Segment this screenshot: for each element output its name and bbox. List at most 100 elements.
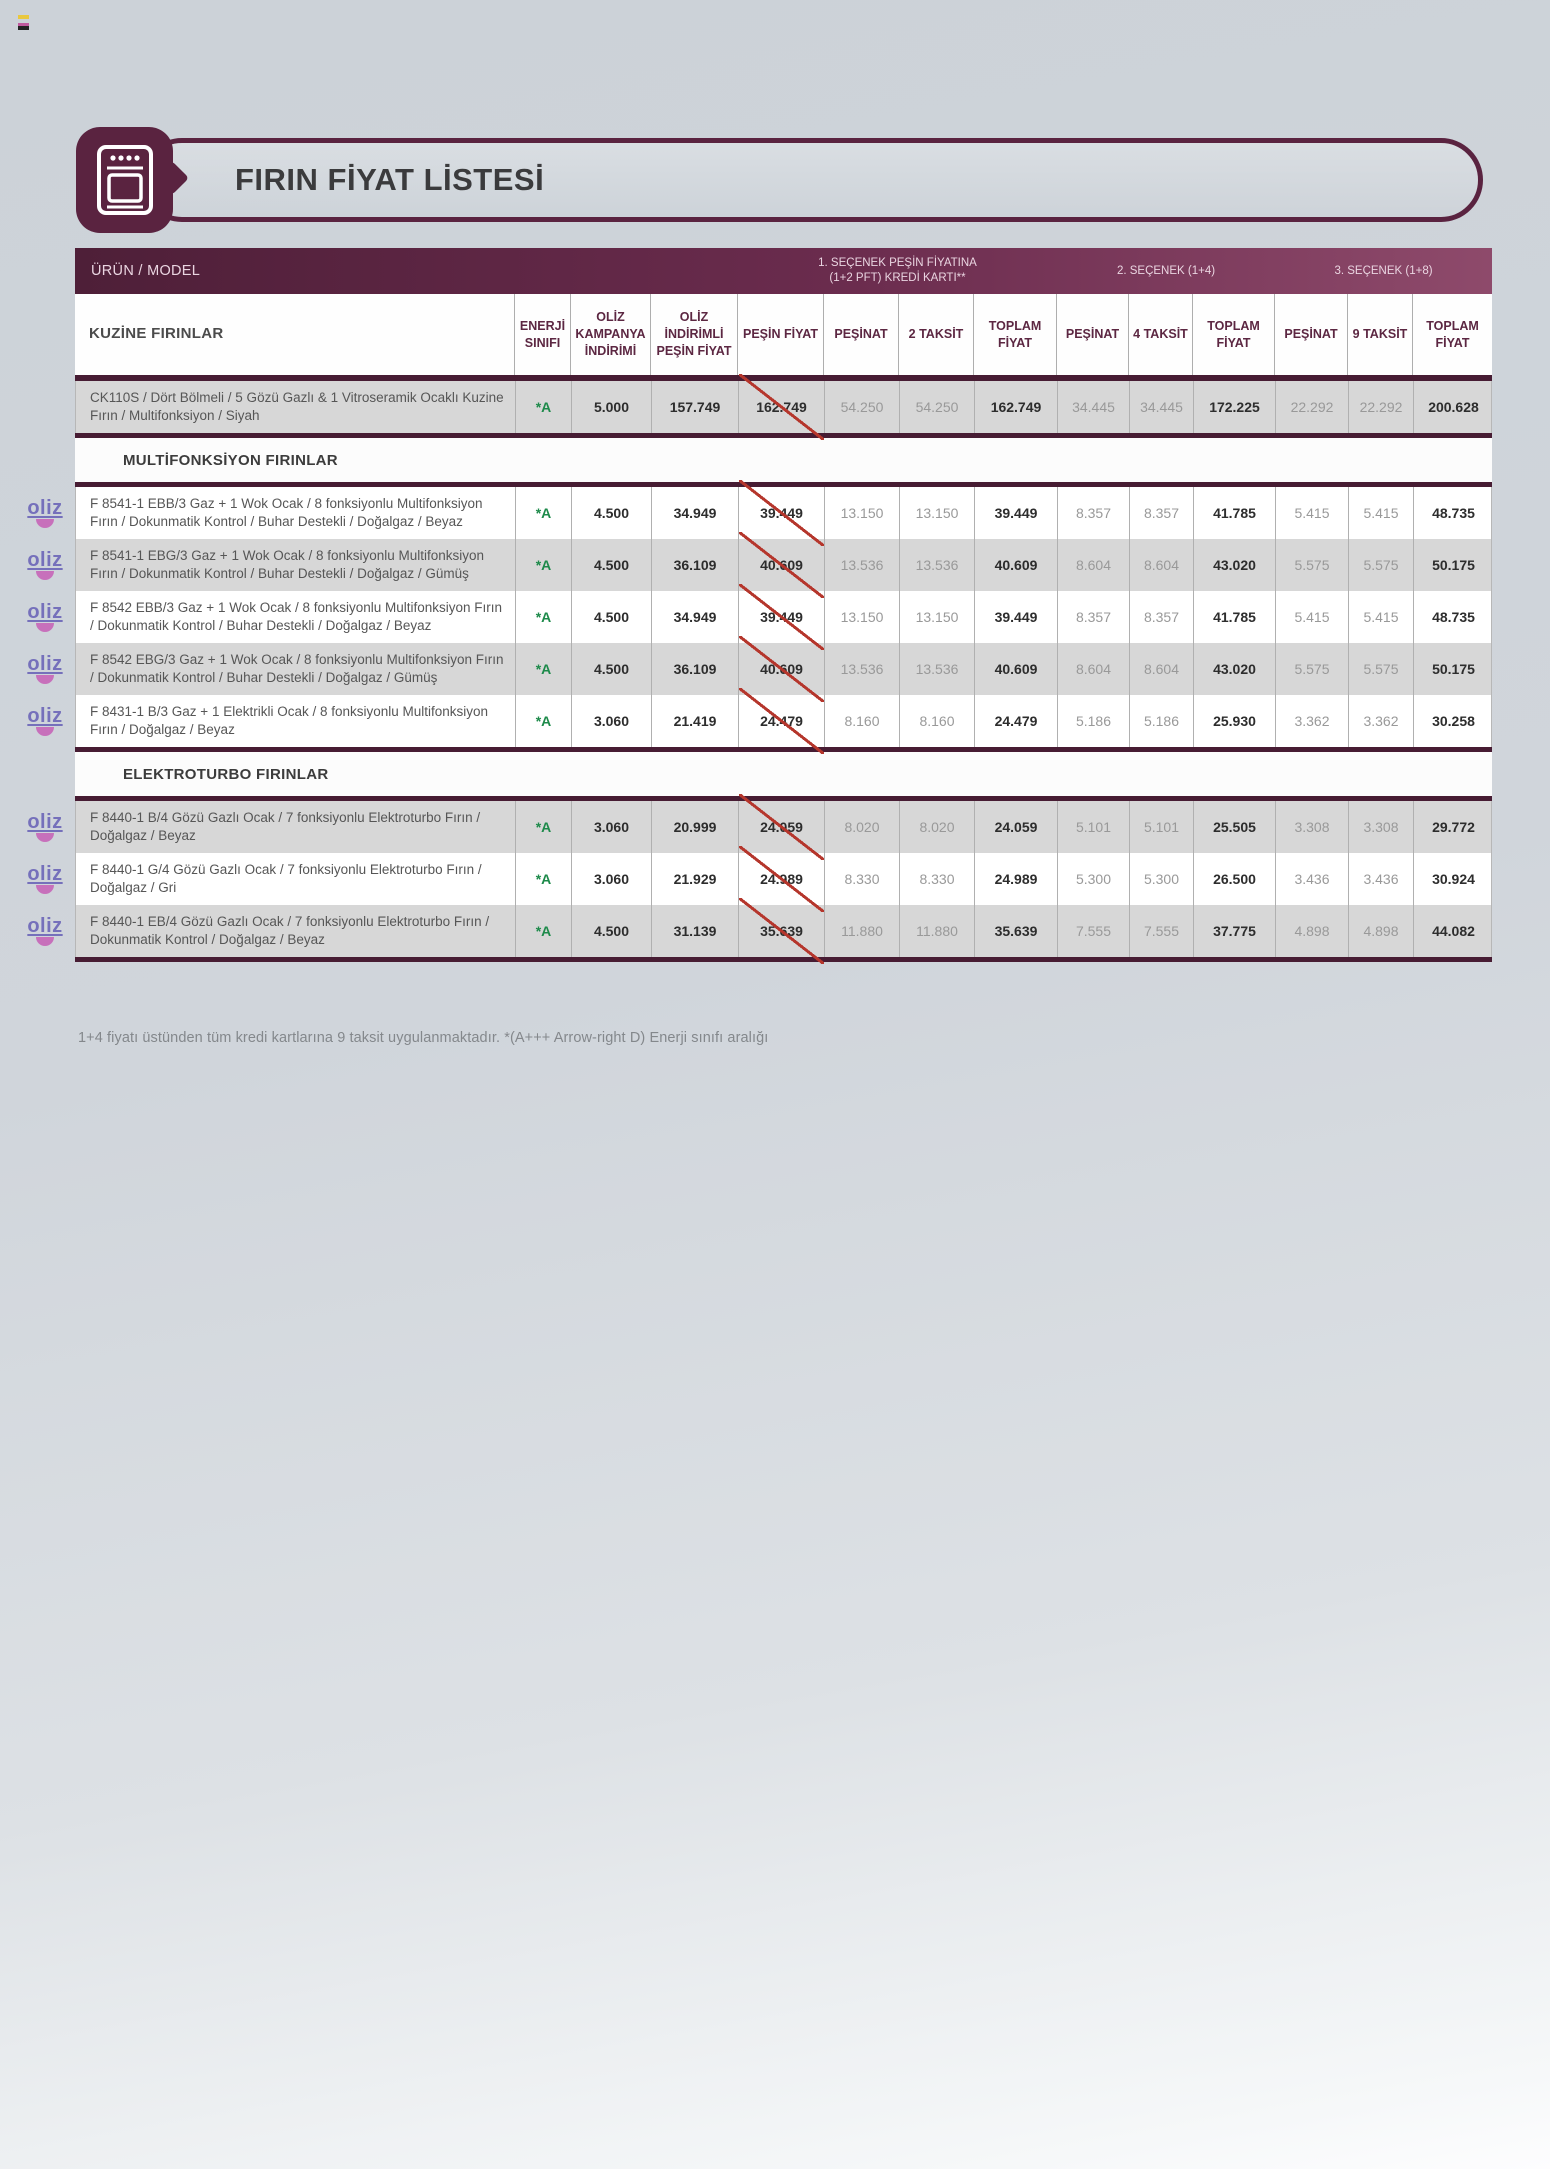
cell-price: 8.160	[900, 695, 975, 747]
cell-price: 35.639	[975, 905, 1058, 957]
cell-price: 50.175	[1432, 557, 1475, 573]
cell-price: 8.357	[1058, 487, 1130, 539]
cell-price: 20.999	[652, 801, 739, 853]
cell-price: 8.020	[825, 801, 900, 853]
cell-price: 5.101	[1058, 801, 1130, 853]
cell-price: 4.500	[572, 591, 652, 643]
cell-price: 34.949	[652, 591, 739, 643]
table-row: oliz F 8541-1 EBB/3 Gaz + 1 Wok Ocak / 8 …	[27, 480, 1492, 546]
cell-price: 172.225	[1194, 381, 1276, 433]
cell-price: 8.020	[900, 801, 975, 853]
cell-price: 13.536	[900, 539, 975, 591]
cell-price: 5.575	[1349, 643, 1414, 695]
cell-price: 41.785	[1194, 591, 1276, 643]
oliz-logo-smile	[36, 623, 54, 632]
oliz-logo: oliz	[20, 864, 70, 894]
cell-price: 8.357	[1130, 487, 1194, 539]
model-text: F 8542 EBB/3 Gaz + 1 Wok Ocak / 8 fonksi…	[90, 600, 503, 633]
column-header: 2 TAKSİT	[899, 294, 974, 375]
oliz-logo: oliz	[20, 550, 70, 580]
cell-price: 3.362	[1276, 695, 1349, 747]
mark-stripe-yellow	[18, 15, 29, 19]
cell-price: 8.330	[825, 853, 900, 905]
oliz-logo-smile	[36, 519, 54, 528]
oliz-logo: oliz	[20, 654, 70, 684]
cell-energy-class: *A	[516, 539, 572, 591]
cell-pesin-fiyat-struck: 39.449	[739, 584, 825, 650]
option1-line2: (1+2 PFT) KREDİ KARTI**	[829, 272, 966, 284]
cell-price: 21.929	[652, 853, 739, 905]
column-header: PEŞİNAT	[824, 294, 899, 375]
cell-price: 5.415	[1276, 487, 1349, 539]
cell-price: 4.500	[572, 487, 652, 539]
urun-model-label: ÜRÜN / MODEL	[91, 263, 201, 279]
cell-energy-class: *A	[516, 801, 572, 853]
oliz-logo: oliz	[20, 498, 70, 528]
cell-price: 48.735	[1432, 505, 1475, 521]
cell-price: 5.415	[1349, 591, 1414, 643]
column-header: TOPLAM FİYAT	[1426, 318, 1479, 350]
cell-price: 50.175	[1432, 661, 1475, 677]
oliz-logo-smile	[36, 937, 54, 946]
oliz-logo-text: oliz	[27, 549, 63, 571]
cell-price: 8.604	[1130, 643, 1194, 695]
oven-icon-glyph	[96, 145, 153, 215]
cell-price: 5.186	[1058, 695, 1130, 747]
column-header: ENERJİ SINIFI	[515, 294, 571, 375]
cell-price: 34.445	[1058, 381, 1130, 433]
cell-price: 11.880	[900, 905, 975, 957]
cell-energy-class: *A	[516, 591, 572, 643]
oliz-logo-text: oliz	[27, 811, 63, 833]
cell-price: 3.436	[1276, 853, 1349, 905]
cell-price: 4.500	[572, 643, 652, 695]
table-row: oliz F 8542 EBG/3 Gaz + 1 Wok Ocak / 8 fo…	[27, 636, 1492, 702]
oliz-logo-text: oliz	[27, 705, 63, 727]
model-text: F 8440-1 G/4 Gözü Gazlı Ocak / 7 fonksiy…	[90, 862, 482, 895]
cell-pesin-fiyat-struck: 40.609	[739, 636, 825, 702]
cell-price: 4.898	[1276, 905, 1349, 957]
mark-stripe-black	[18, 26, 29, 30]
cell-price: 3.362	[1349, 695, 1414, 747]
oliz-logo-text: oliz	[27, 915, 63, 937]
cell-model: oliz F 8440-1 G/4 Gözü Gazlı Ocak / 7 fon…	[27, 853, 516, 905]
cell-price: 36.109	[652, 643, 739, 695]
oliz-logo: oliz	[20, 812, 70, 842]
cell-price: 26.500	[1194, 853, 1276, 905]
cell-price: 7.555	[1058, 905, 1130, 957]
table-row: oliz F 8440-1 B/4 Gözü Gazlı Ocak / 7 fon…	[27, 794, 1492, 860]
price-table: ÜRÜN / MODEL 1. SEÇENEK PEŞİN FİYATINA (…	[27, 248, 1492, 964]
column-header: 9 TAKSİT	[1348, 294, 1413, 375]
cell-pesin-fiyat-struck: 24.989	[739, 846, 825, 912]
cell-price: 37.775	[1194, 905, 1276, 957]
cell-price: 44.082	[1432, 923, 1475, 939]
oliz-logo: oliz	[20, 916, 70, 946]
cell-model: oliz F 8440-1 B/4 Gözü Gazlı Ocak / 7 fon…	[27, 801, 516, 853]
section-header: MULTİFONKSİYON FIRINLAR	[75, 433, 1492, 487]
title-banner	[140, 138, 1483, 222]
cell-price: 41.785	[1194, 487, 1276, 539]
cell-pesin-fiyat-struck: 162.749	[739, 374, 825, 440]
cell-price: 5.186	[1130, 695, 1194, 747]
cell-price: 30.924	[1432, 871, 1475, 887]
cell-price: 24.479	[975, 695, 1058, 747]
cell-price: 25.505	[1194, 801, 1276, 853]
cell-price: 13.150	[825, 591, 900, 643]
cell-price: 3.060	[572, 695, 652, 747]
oliz-logo-smile	[36, 675, 54, 684]
cell-price: 11.880	[825, 905, 900, 957]
cell-price: 5.575	[1349, 539, 1414, 591]
cell-price: 54.250	[825, 381, 900, 433]
cell-price: 3.308	[1349, 801, 1414, 853]
cell-price: 3.060	[572, 853, 652, 905]
cell-pesin-fiyat-struck: 24.059	[739, 794, 825, 860]
cell-price: 39.449	[975, 591, 1058, 643]
column-header: PEŞİN FİYAT	[738, 294, 824, 375]
cell-price: 29.772	[1432, 819, 1475, 835]
cell-price: 54.250	[900, 381, 975, 433]
cell-pesin-fiyat-struck: 40.609	[739, 532, 825, 598]
page-title: FIRIN FİYAT LİSTESİ	[235, 162, 545, 197]
cell-price: 5.575	[1276, 643, 1349, 695]
cell-price: 8.604	[1058, 539, 1130, 591]
cell-price: 36.109	[652, 539, 739, 591]
